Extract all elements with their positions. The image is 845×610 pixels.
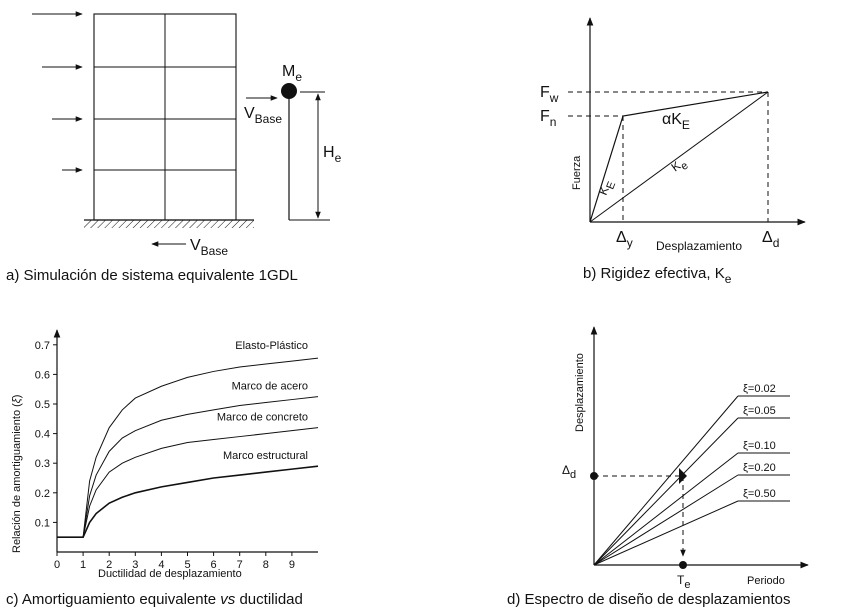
caption-d: d) Espectro de diseño de desplazamientos xyxy=(507,591,791,608)
c-y-tick-label: 0.1 xyxy=(35,517,50,529)
d-spectrum-line xyxy=(593,417,739,566)
c-series-labels: Elasto-Plástico Marco de acero Marco de co… xyxy=(217,340,308,462)
c-series-line xyxy=(57,427,319,538)
c-y-tick-label: 0.6 xyxy=(35,369,50,381)
d-spectrum-line xyxy=(593,395,739,566)
fn-label: Fn xyxy=(540,108,556,129)
d-series-label: ξ=0.10 xyxy=(743,440,776,452)
d-series-label: ξ=0.50 xyxy=(743,488,776,500)
c-lines xyxy=(57,357,319,539)
c-series-line xyxy=(57,396,319,538)
fw-label: Fw xyxy=(540,84,559,105)
panel-a: Me VBase He VBase a) Simulación de siste… xyxy=(6,11,342,284)
dd-point xyxy=(590,472,598,480)
c-x-tick-label: 0 xyxy=(54,559,60,571)
b-y-label: Fuerza xyxy=(571,155,583,190)
ke-initial-label: KE xyxy=(596,178,618,199)
caption-a: a) Simulación de sistema equivalente 1GD… xyxy=(6,267,298,284)
panel-c: 0 1 2 3 4 5 6 7 8 9 0.1 0.2 0.3 0.4 0.5 0.6 0.7 Elasto-P… xyxy=(6,329,319,608)
c-y-label: Relación de amortiguamiento (ξ) xyxy=(11,395,23,553)
c-x-tick-label: 1 xyxy=(80,559,86,571)
c-y-tick-label: 0.7 xyxy=(35,340,50,352)
d-intersection-arrow xyxy=(679,468,687,484)
d-spectrum-line xyxy=(593,474,739,566)
caption-c: c) Amortiguamiento equivalente vs ductil… xyxy=(6,591,303,608)
c-x-tick-label: 4 xyxy=(158,559,164,571)
alpha-ke-label: αKE xyxy=(662,111,690,132)
c-series-label: Marco de concreto xyxy=(217,412,308,424)
dy-label: Δy xyxy=(616,229,633,250)
d-spectrum-lines: ξ=0.02 ξ=0.05 ξ=0.10 ξ=0.20 ξ=0.50 xyxy=(593,383,790,566)
d-series-label: ξ=0.05 xyxy=(743,405,776,417)
c-y-tick-label: 0.2 xyxy=(35,488,50,500)
d-series-label: ξ=0.02 xyxy=(743,383,776,395)
b-x-label: Desplazamiento xyxy=(656,239,742,253)
d-y-label: Desplazamiento xyxy=(574,353,586,432)
dd-label: Δd xyxy=(762,229,779,250)
c-x-label: Ductilidad de desplazamiento xyxy=(98,568,242,580)
c-x-tick-label: 5 xyxy=(184,559,190,571)
c-x-tick-label: 6 xyxy=(211,559,217,571)
c-y-tick-label: 0.4 xyxy=(35,429,50,441)
d-x-label: Periodo xyxy=(747,575,785,587)
c-ticks: 0 1 2 3 4 5 6 7 8 9 0.1 0.2 0.3 0.4 0.5 0.6 0.7 xyxy=(35,340,295,571)
c-series-line xyxy=(57,357,319,538)
panel-d: Desplazamiento Periodo ξ=0.02 ξ=0.05 ξ=0.1… xyxy=(507,326,809,608)
c-x-tick-label: 8 xyxy=(263,559,269,571)
height-label: He xyxy=(323,144,342,165)
base-shear-top-label: VBase xyxy=(244,105,282,126)
c-series-label: Elasto-Plástico xyxy=(235,340,308,352)
base-shear-bottom-label: VBase xyxy=(190,237,228,258)
te-point xyxy=(679,561,687,569)
c-series-label: Marco estructural xyxy=(223,450,308,462)
c-x-tick-label: 7 xyxy=(237,559,243,571)
mass-label: Me xyxy=(282,63,302,84)
d-te-label: Te xyxy=(677,573,690,591)
ground-hatch xyxy=(84,220,254,228)
d-series-label: ξ=0.20 xyxy=(743,462,776,474)
c-series-label: Marco de acero xyxy=(232,381,308,393)
c-x-tick-label: 2 xyxy=(106,559,112,571)
ke-secant-label: Ke xyxy=(669,155,691,178)
mass-circle xyxy=(281,83,297,99)
d-spectrum-line xyxy=(593,500,739,566)
c-series-line xyxy=(57,465,319,539)
caption-b: b) Rigidez efectiva, Ke xyxy=(583,265,732,286)
c-x-tick-label: 3 xyxy=(132,559,138,571)
secant-stiffness-line xyxy=(589,91,769,223)
c-y-tick-label: 0.5 xyxy=(35,399,50,411)
d-spectrum-line xyxy=(593,452,739,566)
d-dd-label: Δd xyxy=(562,463,576,481)
c-x-tick-label: 9 xyxy=(289,559,295,571)
c-y-tick-label: 0.3 xyxy=(35,458,50,470)
panel-b: Fuerza Desplazamiento Fw Fn αKE KE Ke Δy… xyxy=(540,17,806,286)
